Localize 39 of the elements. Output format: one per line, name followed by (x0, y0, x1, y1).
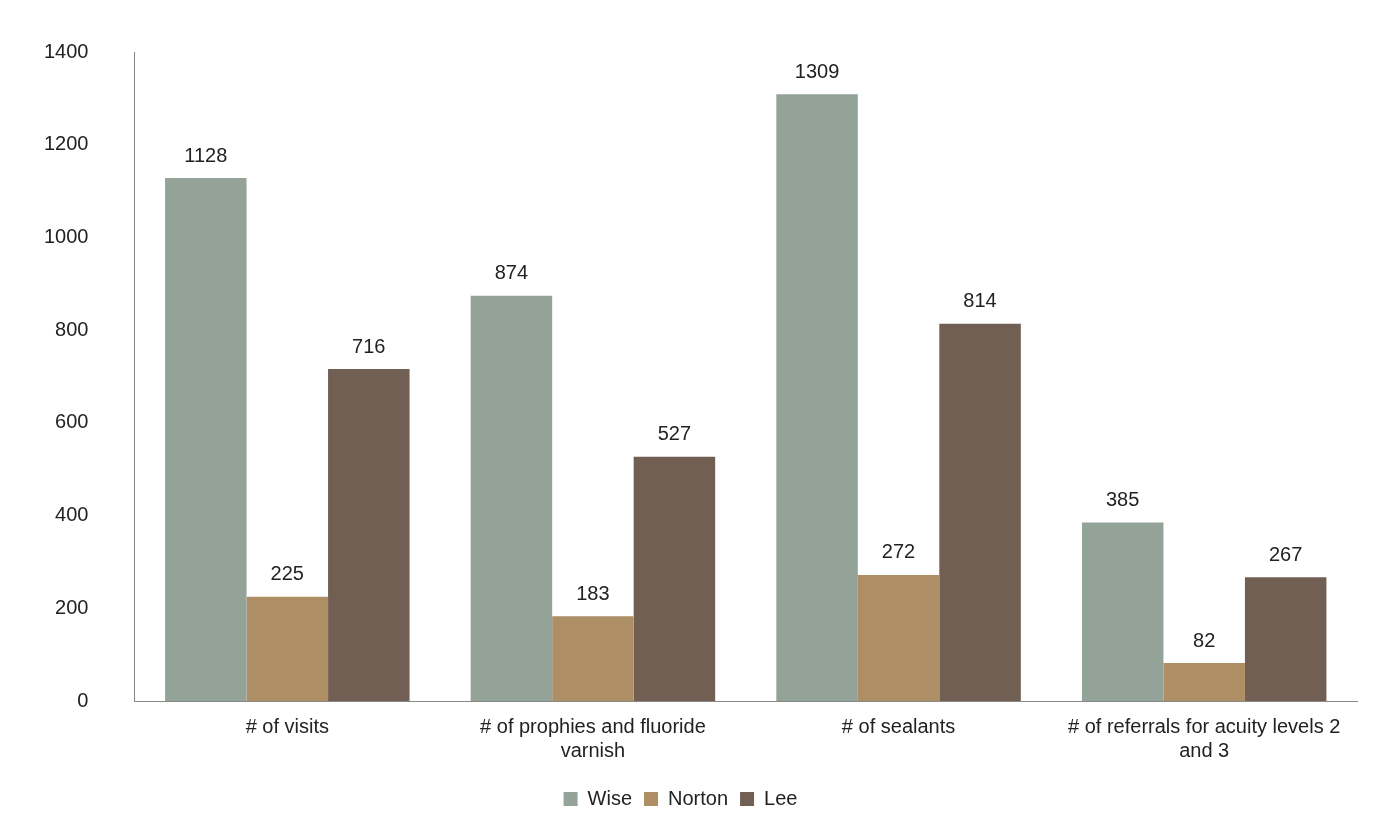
data-label: 267 (1269, 542, 1303, 565)
bar (857, 574, 940, 701)
data-label: 183 (576, 581, 610, 604)
legend-label: Wise (587, 786, 633, 809)
x-tick-label: # of sealants (841, 714, 956, 737)
legend-label: Norton (668, 786, 729, 809)
data-label: 874 (494, 261, 529, 284)
bar (1244, 577, 1327, 701)
bar (470, 295, 553, 701)
bar (552, 616, 634, 701)
data-label: 82 (1193, 628, 1216, 651)
legend-label: Lee (764, 786, 798, 809)
y-tick-label: 1400 (43, 39, 89, 62)
x-tick-label: # of prophies and fluoride varnish (480, 714, 706, 761)
data-label: 385 (1106, 488, 1140, 511)
data-label: 1309 (794, 59, 840, 82)
bar (328, 369, 410, 701)
bar (776, 94, 858, 701)
x-tick-label: # of visits (245, 714, 329, 737)
y-tick-label: 600 (55, 410, 89, 433)
data-label: 272 (881, 540, 916, 563)
data-label: 225 (270, 562, 304, 585)
data-label: 716 (352, 334, 386, 357)
y-tick-label: 400 (55, 503, 89, 526)
y-tick-label: 1200 (43, 132, 89, 155)
data-label: 814 (963, 289, 997, 312)
data-label: 1128 (184, 143, 228, 166)
y-tick-label: 200 (55, 595, 89, 618)
bar (246, 596, 329, 701)
y-tick-label: 800 (55, 317, 89, 340)
data-label: 527 (657, 422, 692, 445)
bar (165, 178, 247, 701)
bar (1163, 662, 1245, 701)
y-tick-label: 1000 (43, 224, 89, 247)
bar (633, 456, 716, 701)
bar (939, 323, 1021, 701)
bar (1081, 522, 1164, 701)
x-tick-label: # of referrals for acuity levels 2 and 3 (1068, 714, 1341, 761)
y-tick-label: 0 (77, 688, 89, 711)
